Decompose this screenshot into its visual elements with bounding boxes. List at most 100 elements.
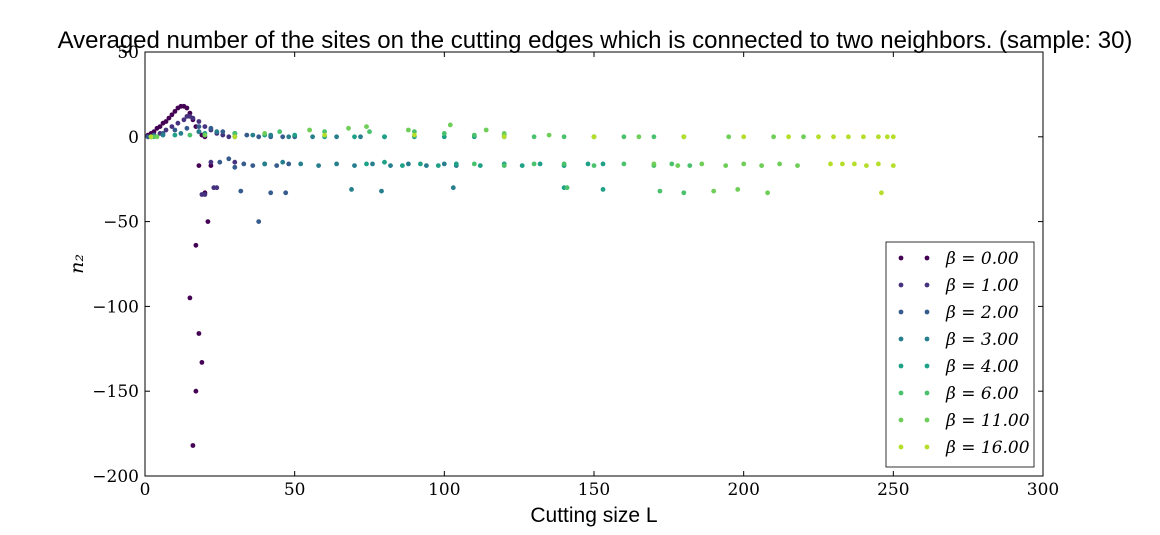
data-point (585, 161, 591, 167)
data-point (447, 122, 453, 128)
data-point (148, 134, 154, 140)
data-point (441, 134, 447, 140)
data-point (669, 161, 675, 167)
data-point (220, 132, 226, 138)
data-point (277, 129, 283, 135)
data-point (531, 134, 537, 140)
data-point (759, 163, 764, 169)
legend-marker (898, 363, 904, 369)
data-point (214, 129, 220, 135)
legend-label: β = 2.00 (945, 303, 1019, 323)
data-point (864, 163, 869, 169)
data-point (208, 159, 214, 165)
x-tick-label: 250 (877, 480, 909, 500)
data-point (172, 132, 178, 138)
data-point (256, 219, 262, 225)
data-point (244, 132, 250, 138)
data-point (169, 124, 175, 129)
y-tick-label: −100 (92, 297, 139, 317)
x-tick-label: 0 (140, 480, 151, 500)
data-point (711, 188, 717, 194)
data-point (471, 132, 477, 138)
x-tick-label: 200 (727, 480, 759, 500)
data-point (238, 188, 244, 194)
data-point (160, 132, 166, 138)
data-point (435, 163, 441, 169)
data-point (346, 125, 351, 131)
data-point (591, 134, 597, 140)
data-point (636, 134, 642, 140)
y-tick-label: −50 (103, 213, 139, 233)
data-point (208, 125, 214, 131)
legend-label: β = 4.00 (945, 357, 1019, 377)
data-point (181, 117, 187, 123)
data-point (412, 132, 417, 138)
legend-marker (924, 282, 930, 288)
data-point (292, 132, 298, 138)
data-point (876, 134, 881, 140)
data-point (816, 134, 821, 140)
data-point (166, 115, 172, 121)
legend-marker (898, 282, 904, 288)
data-point (202, 132, 208, 138)
data-point (879, 190, 884, 196)
x-axis-label: Cutting size L (530, 504, 657, 527)
legend-box (885, 241, 1035, 468)
data-point (735, 187, 741, 192)
data-point (187, 110, 193, 116)
data-point (310, 134, 315, 140)
data-point (262, 161, 268, 167)
data-point (400, 163, 405, 169)
data-point (884, 134, 890, 140)
data-points (145, 103, 896, 448)
data-point (352, 163, 357, 169)
data-point (771, 134, 776, 140)
data-point (483, 127, 489, 133)
data-point (172, 127, 178, 133)
x-tick-label: 150 (578, 480, 610, 500)
data-point (412, 129, 417, 135)
data-point (600, 161, 606, 167)
data-point (241, 161, 247, 167)
legend-marker (924, 336, 930, 342)
data-point (477, 163, 483, 169)
data-point (172, 109, 178, 114)
data-point (370, 161, 375, 167)
data-point (501, 163, 507, 169)
data-point (621, 134, 627, 140)
data-point (307, 127, 312, 133)
data-point (190, 115, 196, 121)
data-point (741, 134, 747, 140)
data-point (846, 134, 851, 140)
chart-title: Averaged number of the sites on the cutt… (58, 27, 1133, 54)
data-point (283, 190, 289, 196)
data-point (546, 132, 552, 138)
series-5 (151, 129, 693, 196)
data-point (202, 124, 208, 129)
data-point (232, 134, 238, 140)
data-point (852, 161, 857, 167)
series-3 (148, 129, 459, 194)
data-point (519, 163, 525, 169)
data-point (777, 161, 782, 167)
data-point (358, 134, 363, 140)
data-point (657, 188, 663, 194)
data-point (406, 161, 411, 167)
data-point (280, 159, 286, 165)
legend: β = 0.00 β = 1.00 β = 2.00 β = 3.00 β = 4.00… (885, 241, 1035, 468)
legend-marker (898, 336, 904, 342)
data-point (621, 161, 627, 167)
x-tick-label: 100 (428, 480, 460, 500)
data-point (232, 164, 238, 170)
data-point (450, 185, 456, 191)
data-point (765, 190, 770, 196)
x-tick-label: 300 (1027, 480, 1059, 500)
legend-marker (924, 363, 930, 369)
legend-label: β = 1.00 (945, 276, 1019, 296)
data-point (723, 163, 729, 169)
data-point (217, 159, 223, 165)
data-point (322, 129, 327, 135)
legend-marker (924, 417, 930, 423)
y-axis-label: n₂ (66, 254, 88, 274)
